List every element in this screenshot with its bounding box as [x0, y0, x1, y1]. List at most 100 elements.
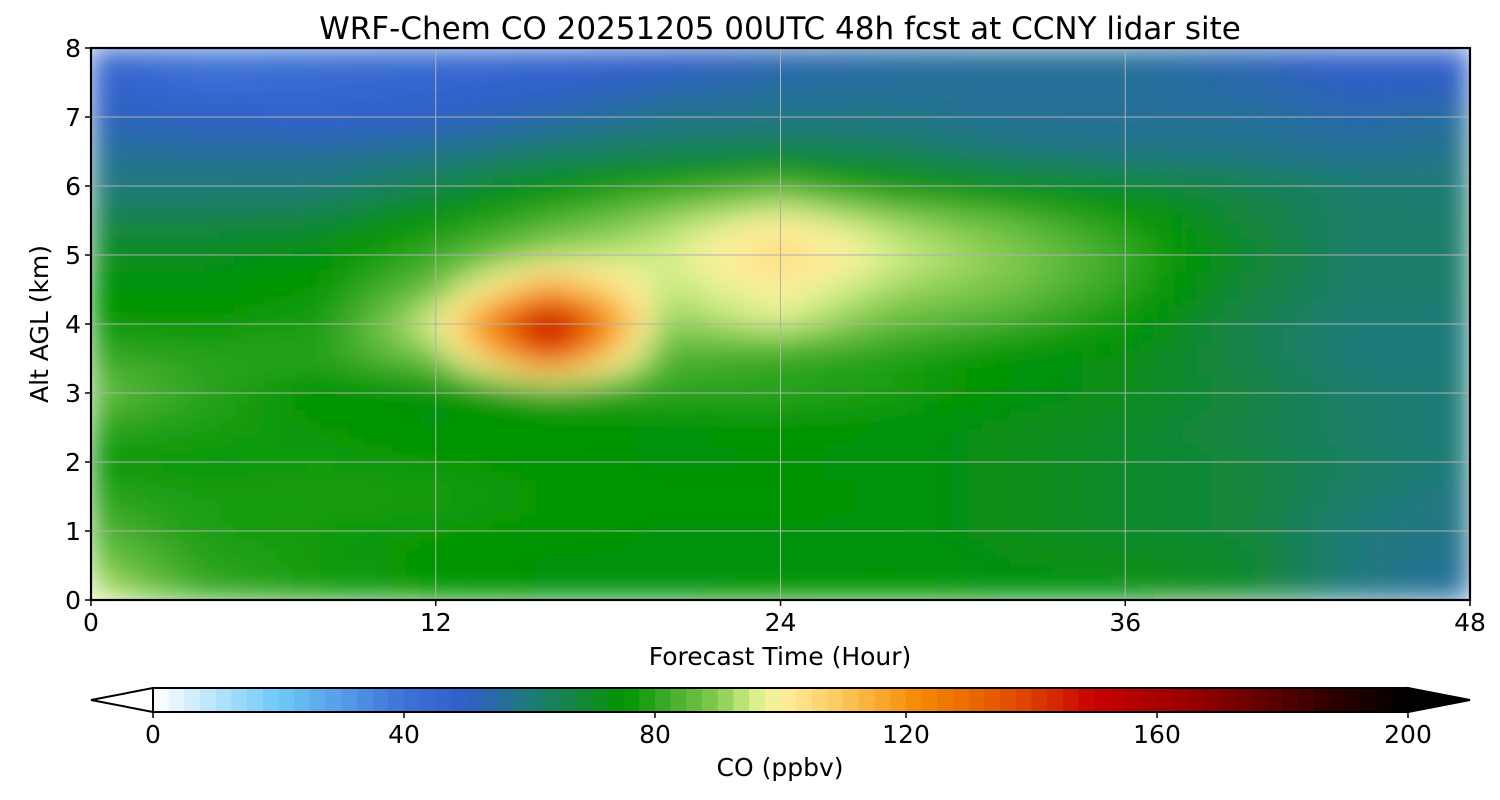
heatmap-cell	[665, 409, 681, 420]
heatmap-cell	[478, 452, 494, 463]
heatmap-cell	[981, 427, 997, 437]
heatmap-cell	[679, 409, 695, 420]
heatmap-cell	[1096, 314, 1112, 325]
heatmap-cell	[1167, 409, 1184, 420]
heatmap-cell	[1038, 254, 1054, 265]
heatmap-cell	[952, 504, 968, 515]
heatmap-cell	[1182, 556, 1198, 567]
heatmap-cell	[420, 513, 437, 523]
heatmap-cell	[1052, 504, 1069, 515]
heatmap-cell	[262, 297, 279, 308]
heatmap-cell	[1254, 366, 1270, 377]
heatmap-cell	[1096, 289, 1112, 299]
heatmap-cell	[593, 504, 609, 515]
heatmap-cell	[119, 280, 135, 291]
heatmap-cell	[1182, 211, 1198, 222]
heatmap-cell	[693, 271, 710, 282]
heatmap-cell	[191, 547, 207, 558]
heatmap-cell	[478, 504, 494, 515]
heatmap-cell	[550, 418, 566, 429]
heatmap-cell	[1067, 470, 1083, 480]
heatmap-cell	[320, 556, 336, 567]
heatmap-cell	[708, 254, 724, 265]
heatmap-cell	[1455, 211, 1470, 222]
heatmap-cell	[1239, 168, 1256, 178]
heatmap-cell	[1412, 349, 1428, 360]
heatmap-cell	[133, 496, 149, 506]
heatmap-cell	[1081, 582, 1098, 592]
heatmap-cell	[449, 565, 465, 575]
heatmap-cell	[205, 194, 221, 204]
heatmap-cell	[751, 314, 767, 325]
heatmap-cell	[1239, 573, 1256, 584]
heatmap-cell	[176, 151, 193, 161]
heatmap-cell	[535, 530, 552, 541]
heatmap-cell	[1009, 427, 1026, 437]
heatmap-cell	[736, 478, 753, 489]
heatmap-cell	[880, 245, 896, 256]
heatmap-cell	[320, 565, 336, 575]
heatmap-cell	[708, 590, 724, 600]
heatmap-cell	[880, 297, 896, 308]
heatmap-cell	[938, 185, 954, 196]
heatmap-cell	[1052, 151, 1069, 161]
heatmap-cell	[248, 435, 264, 446]
heatmap-cell	[234, 289, 250, 299]
heatmap-cell	[636, 297, 652, 308]
heatmap-cell	[91, 478, 106, 489]
heatmap-cell	[1254, 444, 1270, 454]
heatmap-cell	[679, 332, 695, 342]
heatmap-cell	[808, 573, 825, 584]
heatmap-cell	[191, 392, 207, 403]
heatmap-cell	[1182, 202, 1198, 213]
heatmap-cell	[693, 547, 710, 558]
heatmap-cell	[320, 280, 336, 291]
heatmap-cell	[607, 314, 623, 325]
heatmap-cell	[938, 392, 954, 403]
heatmap-cell	[808, 556, 825, 567]
heatmap-cell	[1182, 513, 1198, 523]
heatmap-cell	[1182, 565, 1198, 575]
heatmap-cell	[1139, 547, 1155, 558]
heatmap-cell	[1024, 383, 1040, 394]
heatmap-cell	[291, 452, 307, 463]
heatmap-cell	[636, 392, 652, 403]
heatmap-cell	[1311, 392, 1327, 403]
heatmap-cell	[665, 237, 681, 247]
heatmap-cell	[521, 211, 537, 222]
heatmap-cell	[894, 228, 911, 239]
heatmap-cell	[305, 185, 322, 196]
heatmap-cell	[650, 289, 667, 299]
heatmap-cell	[578, 220, 595, 230]
heatmap-cell	[234, 254, 250, 265]
heatmap-cell	[478, 573, 494, 584]
heatmap-cell	[162, 547, 178, 558]
heatmap-cell	[1139, 194, 1155, 204]
heatmap-cell	[1052, 194, 1069, 204]
heatmap-cell	[808, 220, 825, 230]
heatmap-cell	[377, 375, 394, 385]
heatmap-cell	[277, 521, 293, 532]
heatmap-cell	[794, 401, 810, 411]
heatmap-cell	[1311, 496, 1327, 506]
heatmap-cell	[880, 401, 896, 411]
heatmap-cell	[866, 245, 882, 256]
heatmap-cell	[449, 168, 465, 178]
heatmap-cell	[147, 245, 164, 256]
heatmap-cell	[1239, 228, 1256, 239]
heatmap-cell	[147, 409, 164, 420]
heatmap-cell	[1397, 427, 1414, 437]
heatmap-cell	[119, 573, 135, 584]
heatmap-cell	[851, 496, 868, 506]
heatmap-cell	[1139, 151, 1155, 161]
heatmap-cell	[1038, 427, 1054, 437]
heatmap-cell	[578, 452, 595, 463]
heatmap-cell	[1282, 202, 1299, 213]
heatmap-cell	[1038, 202, 1054, 213]
heatmap-cell	[1325, 435, 1342, 446]
heatmap-cell	[952, 547, 968, 558]
heatmap-cell	[938, 289, 954, 299]
heatmap-cell	[1225, 323, 1241, 334]
heatmap-cell	[334, 461, 351, 472]
heatmap-cell	[291, 409, 307, 420]
